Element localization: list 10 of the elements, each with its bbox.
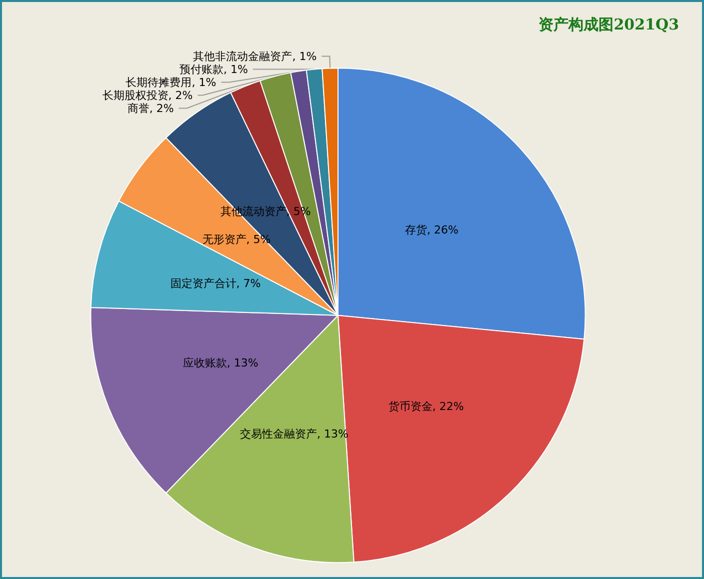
slice-label: 应收账款, 13% <box>182 356 258 370</box>
slice-label: 商誉, 2% <box>127 102 174 115</box>
slice-label: 长期股权投资, 2% <box>102 88 193 102</box>
slice-label: 预付账款, 1% <box>179 62 248 76</box>
slice-label: 存货, 26% <box>405 224 458 237</box>
slice-label: 货币资金, 22% <box>388 400 464 413</box>
slice-label: 其他非流动金融资产, 1% <box>193 50 317 63</box>
chart-title: 资产构成图2021Q3 <box>538 16 680 34</box>
slice-label: 固定资产合计, 7% <box>170 276 261 290</box>
slice-label: 长期待摊费用, 1% <box>126 76 216 89</box>
